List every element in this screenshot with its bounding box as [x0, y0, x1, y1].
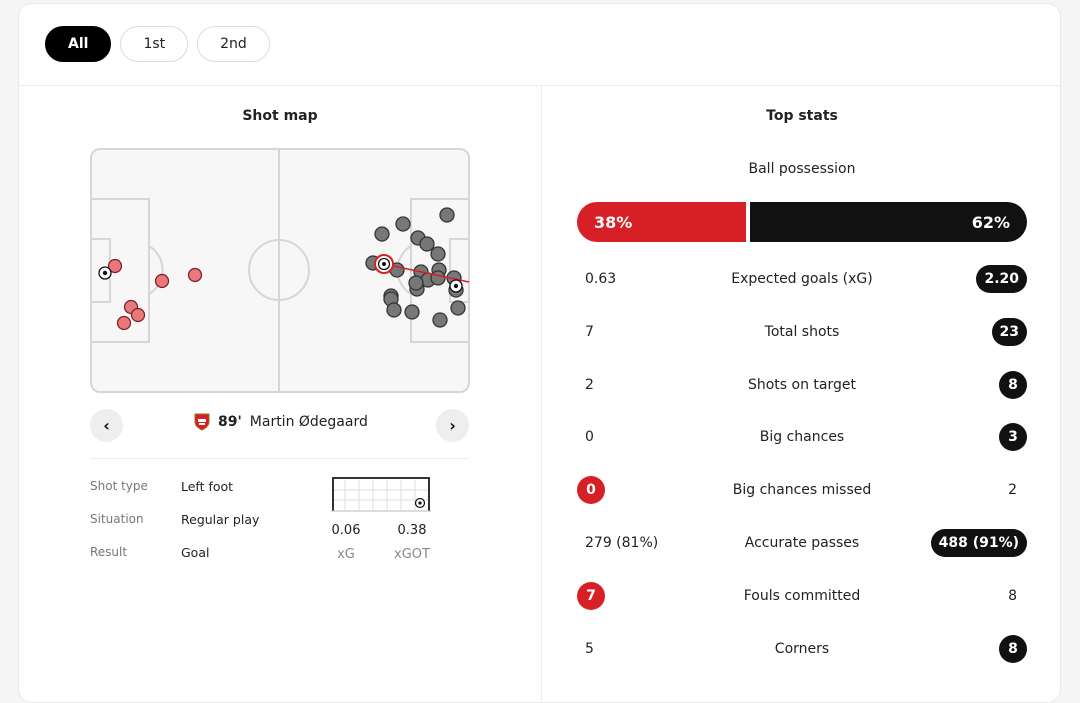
away-shot-marker[interactable] [430, 246, 446, 262]
left-penalty-arc [148, 245, 164, 295]
possession-away-value: 62% [971, 212, 1010, 232]
arsenal-crest-icon [194, 413, 210, 431]
xgot-label: xGOT [394, 547, 430, 562]
home-shot-marker[interactable] [130, 307, 146, 323]
shot-type-value: Left foot [181, 479, 234, 494]
stat-row: Shots on target 2 8 [577, 371, 1027, 399]
prev-shot-button[interactable]: ‹ [90, 409, 123, 442]
away-shot-marker[interactable] [408, 275, 424, 291]
stat-home-value: 7 [577, 582, 605, 610]
stat-away-value: 8 [999, 635, 1027, 663]
stat-away-value: 2.20 [976, 265, 1027, 293]
possession-away-bar: 62% [750, 202, 1027, 242]
stat-label: Corners [774, 641, 830, 657]
away-shot-marker[interactable] [432, 312, 448, 328]
away-shot-marker[interactable] [450, 300, 466, 316]
stat-home-value: 279 (81%) [585, 535, 659, 551]
result-label: Result [90, 545, 128, 559]
result-value: Goal [181, 545, 210, 560]
period-tabs: All 1st 2nd [45, 26, 270, 62]
away-shot-marker[interactable] [419, 236, 435, 252]
situation-value: Regular play [181, 512, 260, 527]
stat-away-value: 8 [999, 371, 1027, 399]
home-shot-marker[interactable] [107, 258, 123, 274]
goal-frame-icon [331, 476, 431, 512]
stat-label: Shots on target [747, 377, 856, 393]
football-icon [377, 257, 391, 271]
football-icon [414, 497, 426, 509]
stat-label: Big chances [759, 429, 845, 445]
stat-row: Fouls committed 7 8 [577, 582, 1027, 610]
tabs-divider [19, 85, 1060, 86]
stat-home-value: 5 [585, 641, 594, 657]
column-divider [541, 86, 542, 702]
stat-home-value: 0 [577, 476, 605, 504]
possession-home-value: 38% [594, 212, 633, 232]
home-shot-marker[interactable] [187, 267, 203, 283]
stat-row: Corners 5 8 [577, 635, 1027, 663]
stat-label: Fouls committed [743, 588, 861, 604]
selected-shot-caption: 89' Martin Ødegaard [194, 413, 368, 431]
shot-map-title: Shot map [242, 108, 318, 124]
away-shot-marker[interactable] [386, 302, 402, 318]
stat-away-value: 8 [1008, 588, 1017, 604]
shot-player: Martin Ødegaard [249, 414, 368, 430]
away-shot-marker[interactable] [430, 270, 446, 286]
next-shot-button[interactable]: › [436, 409, 469, 442]
center-circle [248, 239, 310, 301]
stat-row: Big chances missed 0 2 [577, 476, 1027, 504]
match-stats-card: All 1st 2nd Shot map ‹ [18, 3, 1061, 703]
chevron-left-icon: ‹ [103, 416, 110, 435]
tab-1st[interactable]: 1st [120, 26, 189, 62]
stat-label: Big chances missed [732, 482, 872, 498]
shot-type-label: Shot type [90, 479, 148, 493]
home-shots-group [107, 258, 203, 331]
shot-minute: 89' [218, 414, 242, 430]
home-shot-marker[interactable] [154, 273, 170, 289]
away-shot-marker[interactable] [439, 207, 455, 223]
stat-label: Expected goals (xG) [731, 271, 873, 287]
stat-away-value: 2 [1008, 482, 1017, 498]
xg-value: 0.06 [331, 523, 361, 538]
chevron-right-icon: › [449, 416, 456, 435]
stat-home-value: 0.63 [585, 271, 617, 287]
stat-away-value: 23 [991, 318, 1027, 346]
football-icon [98, 266, 112, 280]
away-shot-marker[interactable] [404, 304, 420, 320]
shot-details-divider [90, 458, 469, 459]
shot-map-pitch [90, 148, 470, 393]
xg-label: xG [337, 547, 355, 562]
top-stats-title: Top stats [766, 108, 838, 124]
stat-home-value: 0 [585, 429, 594, 445]
selected-shot-trajectory [383, 263, 470, 283]
situation-label: Situation [90, 512, 144, 526]
stat-home-value: 7 [585, 324, 594, 340]
stat-home-value: 2 [585, 377, 594, 393]
stat-row: Big chances 0 3 [577, 423, 1027, 451]
tab-2nd[interactable]: 2nd [197, 26, 270, 62]
possession-label: Ball possession [748, 161, 856, 177]
away-shot-marker[interactable] [374, 226, 390, 242]
tab-all[interactable]: All [45, 26, 112, 62]
home-shot-marker[interactable] [116, 315, 132, 331]
possession-home-bar: 38% [577, 202, 746, 242]
away-shot-marker[interactable] [395, 216, 411, 232]
xgot-value: 0.38 [397, 523, 427, 538]
stat-label: Accurate passes [744, 535, 860, 551]
stat-row: Expected goals (xG) 0.63 2.20 [577, 265, 1027, 293]
stat-away-value: 3 [999, 423, 1027, 451]
stat-away-value: 488 (91%) [930, 529, 1027, 557]
stat-row: Accurate passes 279 (81%) 488 (91%) [577, 529, 1027, 557]
stat-row: Total shots 7 23 [577, 318, 1027, 346]
stat-label: Total shots [764, 324, 840, 340]
football-icon [449, 279, 463, 293]
